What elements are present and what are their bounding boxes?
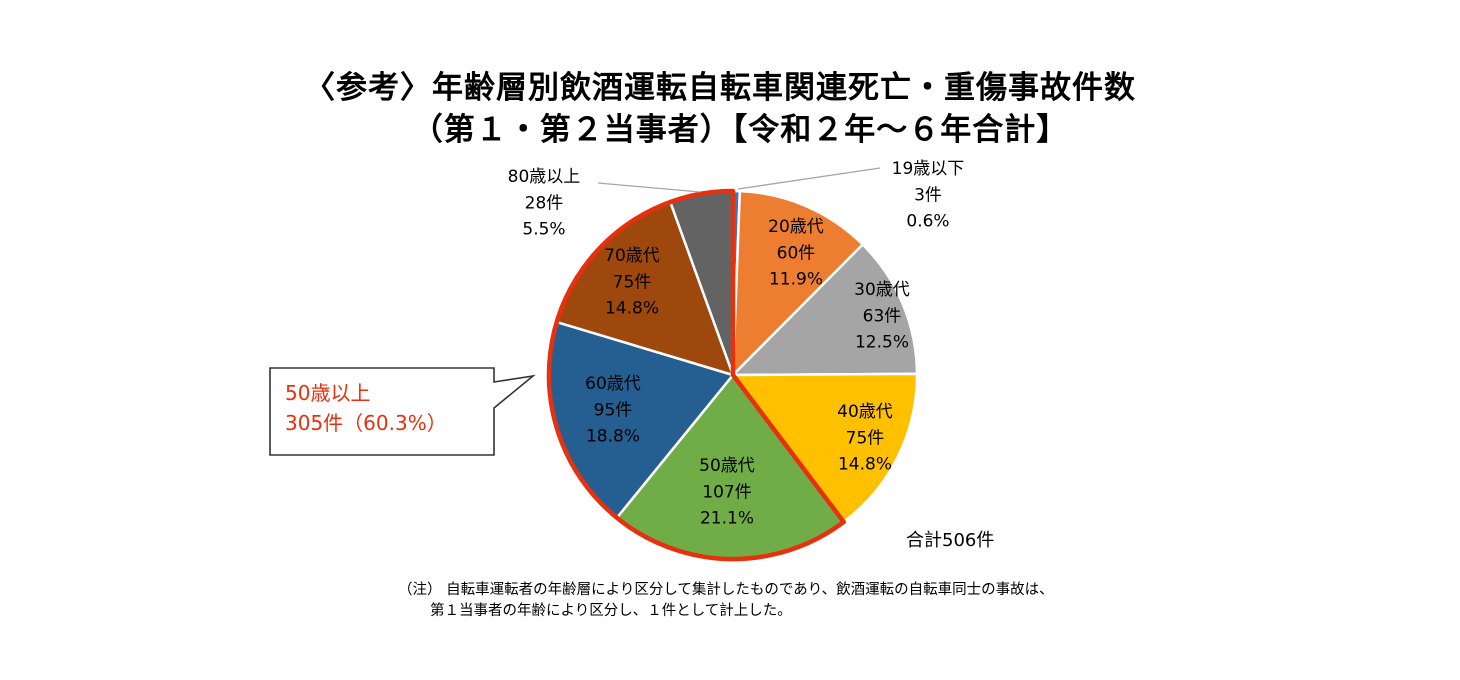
slice-percent-label: 18.8%: [586, 427, 640, 447]
slice-age-label: 80歳以上: [508, 167, 581, 187]
slice-label-4: 40歳代 75件 14.8%: [837, 402, 893, 475]
callout-line-2: 305件（60.3%）: [285, 411, 447, 435]
callout-line-1: 50歳以上: [285, 381, 371, 405]
slice-age-label: 60歳代: [585, 374, 641, 394]
slice-count-label: 75件: [613, 272, 652, 292]
slice-count-label: 75件: [846, 428, 885, 448]
footnote-line-2: 第１当事者の年齢により区分し、１件として計上した。: [430, 603, 792, 619]
slice-label-6: 60歳代 95件 18.8%: [585, 374, 641, 447]
slice-label-1: 19歳以下 3件 0.6%: [892, 159, 965, 232]
slice-count-label: 63件: [863, 306, 902, 326]
leader-lines: [597, 167, 881, 193]
slice-label-2: 20歳代 60件 11.9%: [768, 217, 824, 290]
pie-slices: [547, 189, 919, 561]
slice-count-label: 3件: [914, 185, 942, 205]
leader-line-1: [737, 167, 881, 190]
slice-age-label: 50歳代: [699, 456, 755, 476]
total-label: 合計506件: [906, 530, 995, 551]
callout-box: [269, 367, 536, 456]
slice-percent-label: 0.6%: [906, 212, 949, 232]
slice-percent-label: 11.9%: [769, 270, 823, 290]
slice-label-3: 30歳代 63件 12.5%: [854, 280, 910, 353]
slice-label-5: 50歳代 107件 21.1%: [699, 456, 755, 529]
highlight-outline-50-plus: [546, 188, 846, 562]
slice-percent-label: 14.8%: [605, 299, 659, 319]
slice-age-label: 70歳代: [604, 246, 660, 266]
slice-percent-label: 12.5%: [855, 333, 909, 353]
slice-label-8: 80歳以上 28件 5.5%: [508, 167, 581, 240]
callout-text: 50歳以上 305件（60.3%）: [285, 378, 447, 438]
slice-labels: 19歳以下 3件 0.6% 20歳代 60件 11.9% 30歳代 63件 12.5% 40歳代 7…: [508, 159, 965, 529]
slice-count-label: 28件: [525, 193, 564, 213]
slice-count-label: 60件: [777, 243, 816, 263]
slice-age-label: 20歳代: [768, 217, 824, 237]
slice-age-label: 40歳代: [837, 402, 893, 422]
slice-age-label: 30歳代: [854, 280, 910, 300]
pie-slice-3: [729, 242, 919, 377]
slice-percent-label: 14.8%: [838, 455, 892, 475]
chart-title-line-2: （第１・第２当事者）【令和２年～６年合計】: [411, 112, 1069, 148]
slice-label-7: 70歳代 75件 14.8%: [604, 246, 660, 319]
footnote-line-1: （注） 自転車運転者の年齢層により区分して集計したものであり、飲酒運転の自転車同…: [398, 582, 1054, 598]
slice-percent-label: 21.1%: [700, 509, 754, 529]
chart-title-line-1: 〈参考〉年齢層別飲酒運転自転車関連死亡・重傷事故件数: [304, 70, 1136, 106]
slice-count-label: 107件: [702, 482, 751, 502]
slice-count-label: 95件: [594, 400, 633, 420]
pie-slice-2: [731, 189, 865, 379]
slice-age-label: 19歳以下: [892, 159, 965, 179]
slice-percent-label: 5.5%: [522, 220, 565, 240]
pie-slice-4: [730, 372, 919, 524]
leader-line-8: [597, 182, 701, 193]
